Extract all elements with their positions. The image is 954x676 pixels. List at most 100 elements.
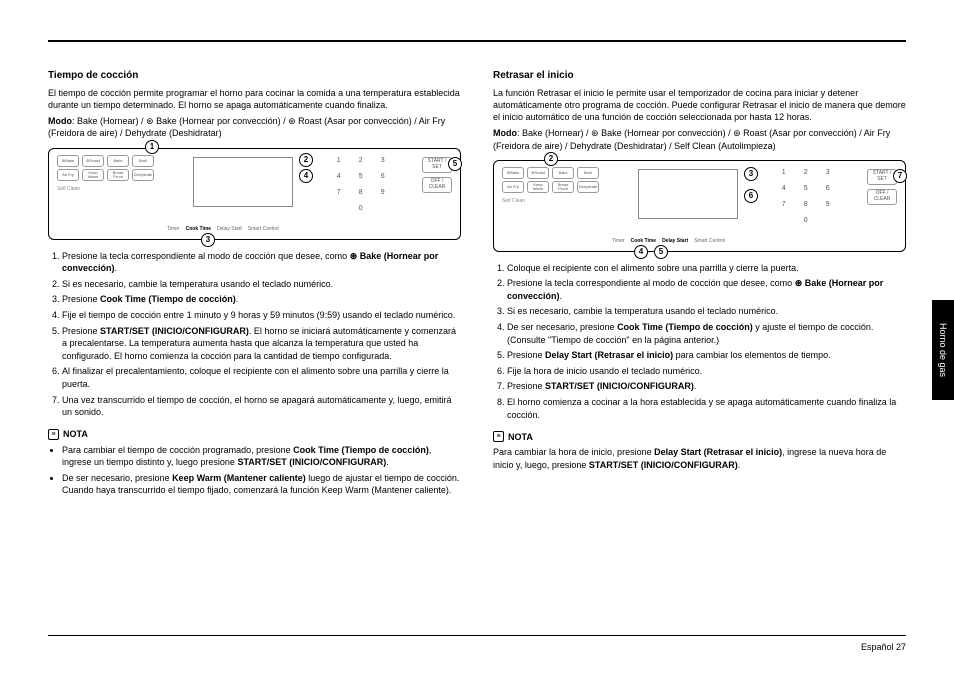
note-icon: ≡ — [48, 429, 59, 440]
step: Presione START/SET (INICIO/CONFIGURAR). — [507, 380, 906, 393]
callout-6: 6 — [744, 189, 758, 203]
left-modo: Modo: Bake (Hornear) / ⊛ Bake (Hornear p… — [48, 115, 461, 139]
step: De ser necesario, presione Cook Time (Ti… — [507, 321, 906, 346]
step: Al finalizar el precalentamiento, coloqu… — [62, 365, 461, 390]
callout-4: 4 — [299, 169, 313, 183]
mode-buttons: ⊛Bake ⊛Roast Bake Broil Air Fry Keep War… — [502, 167, 602, 204]
section-tab: Horno de gas — [932, 300, 954, 400]
callout-2: 2 — [544, 152, 558, 166]
btn-airfry: Air Fry — [57, 169, 79, 181]
delaystart-label: Delay Start — [217, 227, 242, 233]
btn-conv-bake: ⊛Bake — [502, 167, 524, 179]
key-5: 5 — [352, 173, 370, 185]
nota-item: Para cambiar el tiempo de cocción progra… — [62, 444, 461, 469]
step: Presione Delay Start (Retrasar el inicio… — [507, 349, 906, 362]
btn-broil: Broil — [577, 167, 599, 179]
key-8: 8 — [352, 189, 370, 201]
callout-5: 5 — [448, 157, 462, 171]
key-3: 3 — [819, 169, 837, 181]
step: Presione Cook Time (Tiempo de cocción). — [62, 293, 461, 306]
delaystart-label: Delay Start — [662, 239, 688, 245]
keypad: 1 2 3 4 5 6 7 8 9 0 — [775, 167, 837, 229]
selfclean-label: Self Clean — [57, 186, 157, 192]
columns: Tiempo de cocción El tiempo de cocción p… — [48, 70, 906, 500]
cooktime-label: Cook Time — [186, 227, 211, 233]
modo-text: : Bake (Hornear) / ⊛ Bake (Hornear por c… — [493, 128, 890, 150]
left-control-panel: 1 2 4 5 3 ⊛Bake ⊛Roast Bake Broil Air — [48, 148, 461, 240]
modo-text: : Bake (Hornear) / ⊛ Bake (Hornear por c… — [48, 116, 445, 138]
key-blank1 — [775, 217, 793, 229]
page-number: Español 27 — [861, 642, 906, 652]
timer-label: Timer — [167, 227, 180, 233]
key-2: 2 — [797, 169, 815, 181]
right-heading: Retrasar el inicio — [493, 70, 906, 81]
btn-bake: Bake — [107, 155, 129, 167]
key-6: 6 — [819, 185, 837, 197]
key-4: 4 — [775, 185, 793, 197]
display — [193, 157, 293, 207]
step: El horno comienza a cocinar a la hora es… — [507, 396, 906, 421]
right-column: Retrasar el inicio La función Retrasar e… — [493, 70, 906, 500]
mode-buttons: ⊛Bake ⊛Roast Bake Broil Air Fry Keep War… — [57, 155, 157, 192]
callout-7: 7 — [893, 169, 907, 183]
selfclean-label: Self Clean — [502, 198, 602, 204]
nota-label: NOTA — [508, 432, 533, 442]
timer-label: Timer — [612, 239, 625, 245]
key-2: 2 — [352, 157, 370, 169]
callout-3: 3 — [201, 233, 215, 247]
key-9: 9 — [374, 189, 392, 201]
top-rule — [48, 40, 906, 42]
btn-dehydrate: Dehydrate — [577, 181, 599, 193]
left-nota: Para cambiar el tiempo de cocción progra… — [48, 444, 461, 497]
key-8: 8 — [797, 201, 815, 213]
callout-3: 3 — [744, 167, 758, 181]
key-0: 0 — [797, 217, 815, 229]
step: Presione la tecla correspondiente al mod… — [62, 250, 461, 275]
timer-row: Timer Cook Time Delay Start Smart Contro… — [167, 227, 279, 233]
page-footer: Español 27 — [48, 635, 906, 652]
nota-item: De ser necesario, presione Keep Warm (Ma… — [62, 472, 461, 497]
smartcontrol-label: Smart Control — [694, 239, 725, 245]
btn-conv-roast: ⊛Roast — [527, 167, 549, 179]
key-blank2 — [374, 205, 392, 217]
btn-conv-bake: ⊛Bake — [57, 155, 79, 167]
key-0: 0 — [352, 205, 370, 217]
nota-label: NOTA — [63, 429, 88, 439]
left-steps: Presione la tecla correspondiente al mod… — [48, 250, 461, 419]
key-3: 3 — [374, 157, 392, 169]
key-blank1 — [330, 205, 348, 217]
btn-breadproof: Bread Proof — [552, 181, 574, 193]
start-off: START / SET OFF / CLEAR — [422, 155, 452, 193]
step: Coloque el recipiente con el alimento so… — [507, 262, 906, 275]
keypad: 1 2 3 4 5 6 7 8 9 0 — [330, 155, 392, 217]
key-1: 1 — [330, 157, 348, 169]
modo-label: Modo — [48, 116, 72, 126]
btn-airfry: Air Fry — [502, 181, 524, 193]
key-blank2 — [819, 217, 837, 229]
btn-bake: Bake — [552, 167, 574, 179]
right-steps: Coloque el recipiente con el alimento so… — [493, 262, 906, 422]
nota-heading: ≡ NOTA — [493, 431, 906, 442]
step: Fije la hora de inicio usando el teclado… — [507, 365, 906, 378]
btn-keepwarm: Keep Warm — [82, 169, 104, 181]
right-nota: Para cambiar la hora de inicio, presione… — [493, 446, 906, 471]
btn-conv-roast: ⊛Roast — [82, 155, 104, 167]
nota-heading: ≡ NOTA — [48, 429, 461, 440]
timer-row: Timer Cook Time Delay Start Smart Contro… — [612, 239, 725, 245]
step: Presione START/SET (INICIO/CONFIGURAR). … — [62, 325, 461, 363]
start-off: START / SET OFF / CLEAR — [867, 167, 897, 205]
btn-breadproof: Bread Proof — [107, 169, 129, 181]
left-column: Tiempo de cocción El tiempo de cocción p… — [48, 70, 461, 500]
note-icon: ≡ — [493, 431, 504, 442]
left-intro: El tiempo de cocción permite programar e… — [48, 87, 461, 111]
modo-label: Modo — [493, 128, 517, 138]
callout-1: 1 — [145, 140, 159, 154]
cooktime-label: Cook Time — [631, 239, 656, 245]
key-7: 7 — [330, 189, 348, 201]
step: Fije el tiempo de cocción entre 1 minuto… — [62, 309, 461, 322]
key-5: 5 — [797, 185, 815, 197]
right-modo: Modo: Bake (Hornear) / ⊛ Bake (Hornear p… — [493, 127, 906, 151]
key-1: 1 — [775, 169, 793, 181]
smartcontrol-label: Smart Control — [248, 227, 279, 233]
step: Si es necesario, cambie la temperatura u… — [507, 305, 906, 318]
